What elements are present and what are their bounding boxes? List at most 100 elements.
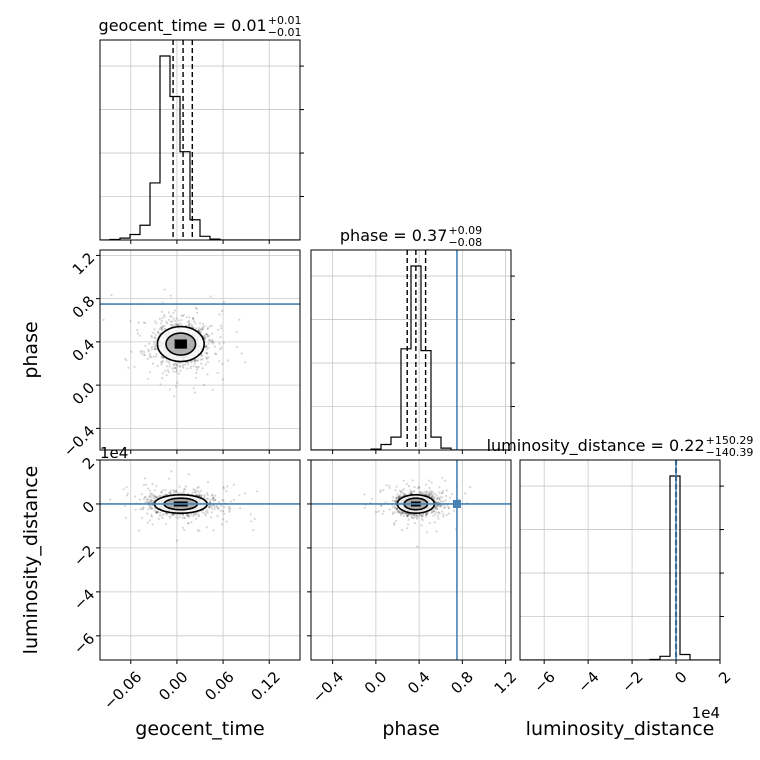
sample-point [196, 368, 199, 371]
sample-point [144, 500, 147, 504]
sample-point [172, 317, 175, 320]
sample-point [194, 359, 197, 362]
sample-point [197, 489, 200, 493]
sample-point [172, 513, 175, 516]
sample-point [412, 517, 415, 520]
sample-point [146, 357, 150, 360]
sample-point [253, 517, 256, 521]
sample-point [167, 311, 170, 314]
sample-point [420, 524, 423, 527]
sample-point [200, 327, 203, 331]
sample-point [422, 493, 425, 496]
sample-point [446, 504, 449, 507]
sample-point [403, 492, 406, 495]
sample-point [425, 492, 428, 495]
sample-point [197, 515, 200, 518]
sample-point [157, 517, 160, 521]
offset-label-y: 1e4 [100, 444, 128, 462]
x-tick-label: −4 [574, 668, 602, 696]
y-tick-label: −6 [70, 629, 98, 657]
sample-point [442, 490, 445, 493]
sample-point [146, 377, 149, 380]
sample-point [195, 365, 198, 368]
sample-point [124, 516, 127, 519]
sample-point [160, 363, 163, 366]
sample-point [210, 516, 213, 519]
sample-point [143, 483, 146, 487]
sample-point [173, 513, 176, 516]
sample-point [402, 488, 405, 491]
sample-point [195, 493, 198, 496]
sample-point [227, 506, 230, 509]
sample-point [176, 365, 179, 368]
sample-point [194, 491, 197, 494]
sample-point [379, 490, 382, 493]
sample-point [156, 511, 159, 514]
sample-point [412, 513, 415, 516]
sample-point [154, 344, 157, 347]
sample-point [171, 367, 174, 370]
sample-point [158, 317, 161, 320]
sample-point [160, 491, 163, 494]
sample-point [155, 511, 158, 514]
sample-point [187, 522, 190, 525]
sample-point [201, 354, 204, 357]
sample-point [178, 361, 182, 365]
sample-point [221, 523, 224, 526]
sample-point [150, 515, 153, 518]
sample-point [150, 494, 153, 497]
sample-point [425, 513, 428, 516]
sample-point [434, 505, 437, 508]
sample-point [398, 511, 401, 514]
sample-point [196, 311, 199, 314]
sample-point [177, 323, 180, 327]
sample-point [188, 322, 191, 325]
panel-frame [310, 459, 512, 661]
sample-point [147, 508, 150, 511]
sample-point [166, 369, 169, 372]
sample-point [134, 508, 137, 511]
sample-point [143, 477, 146, 480]
sample-point [205, 345, 208, 348]
sample-point [431, 495, 435, 499]
sample-point [181, 365, 184, 368]
title-main: geocent_time = 0.01 [99, 16, 267, 36]
sample-point [160, 361, 163, 364]
sample-point [195, 517, 198, 521]
sample-point [222, 518, 225, 521]
ticks [332, 275, 515, 454]
sample-point [226, 485, 229, 488]
sample-point [240, 352, 243, 355]
sample-point [413, 514, 416, 517]
sample-point [401, 511, 405, 514]
sample-point [166, 322, 169, 325]
sample-point [435, 497, 439, 500]
sample-point [165, 374, 168, 377]
sample-point [201, 367, 204, 370]
sample-point [182, 492, 185, 495]
sample-point [173, 309, 177, 312]
sample-point [198, 494, 201, 497]
sample-point [221, 499, 224, 502]
sample-point [162, 513, 165, 516]
sample-point [208, 506, 211, 509]
sample-point [205, 356, 208, 359]
sample-point [194, 490, 197, 493]
sample-point [197, 365, 200, 368]
sample-point [204, 332, 208, 335]
sample-point [432, 514, 435, 517]
sample-point [394, 506, 397, 509]
sample-point [445, 489, 448, 492]
sample-point [221, 378, 225, 381]
sample-point [402, 479, 405, 482]
sample-point [139, 350, 142, 353]
sample-point [413, 486, 416, 489]
sample-point [407, 514, 410, 517]
sample-point [136, 329, 139, 332]
sample-point [187, 324, 190, 327]
sample-point [204, 345, 207, 348]
sample-point [469, 486, 472, 489]
sample-point [178, 515, 181, 518]
sample-point [190, 521, 193, 524]
sample-point [222, 499, 225, 502]
